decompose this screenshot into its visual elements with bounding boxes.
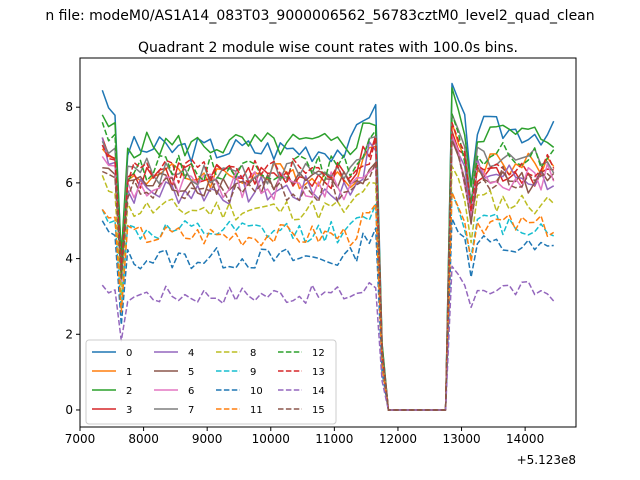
y-tick-label: 4: [65, 252, 73, 266]
x-offset-label: +5.123e8: [517, 453, 576, 467]
legend-label: 12: [312, 348, 325, 359]
series-line-6: [101, 135, 555, 411]
legend-label: 14: [312, 386, 325, 397]
legend-label: 1: [126, 367, 132, 378]
y-axis: 0 2 4 6 8: [65, 100, 80, 417]
series-line-2: [101, 87, 555, 411]
chart-title: Quadrant 2 module wise count rates with …: [138, 40, 518, 56]
legend-label: 2: [126, 386, 132, 397]
legend-label: 5: [188, 367, 194, 378]
figure-suptitle: n file: modeM0/AS1A14_083T03_9000006562_…: [45, 8, 594, 24]
series-line-4: [101, 135, 555, 411]
series-line-11: [101, 191, 555, 411]
y-tick-label: 2: [65, 327, 73, 341]
legend-label: 15: [312, 405, 325, 416]
series-line-15: [101, 139, 555, 411]
x-axis: 7000 8000 9000 10000 11000 12000 13000 14000: [65, 427, 544, 446]
x-tick-label: 7000: [65, 432, 96, 446]
legend-label: 7: [188, 405, 194, 416]
legend-label: 9: [250, 367, 256, 378]
plot-frame: [79, 57, 577, 428]
legend-label: 0: [126, 348, 132, 359]
series-line-13: [101, 121, 555, 411]
legend-label: 6: [188, 386, 194, 397]
legend-box: [85, 339, 337, 425]
y-tick-label: 0: [65, 403, 73, 417]
series-line-12: [101, 113, 555, 411]
x-tick-label: 9000: [192, 432, 223, 446]
series-line-14: [101, 265, 555, 411]
y-tick-label: 8: [65, 100, 73, 114]
x-tick-label: 12000: [379, 432, 417, 446]
legend-label: 4: [188, 348, 194, 359]
series-group: [101, 82, 555, 411]
x-tick-label: 10000: [252, 432, 290, 446]
legend-label: 10: [250, 386, 263, 397]
series-line-9: [101, 191, 555, 411]
x-tick-label: 14000: [506, 432, 544, 446]
series-line-8: [101, 165, 555, 411]
series-line-7: [101, 113, 555, 411]
legend-label: 8: [250, 348, 256, 359]
legend-label: 3: [126, 405, 132, 416]
x-tick-label: 8000: [128, 432, 159, 446]
series-line-0: [101, 82, 555, 411]
legend-label: 11: [250, 405, 263, 416]
series-line-10: [101, 217, 554, 411]
y-tick-label: 6: [65, 176, 73, 190]
legend-label: 13: [312, 367, 325, 378]
x-tick-label: 11000: [315, 432, 353, 446]
x-tick-label: 13000: [442, 432, 480, 446]
